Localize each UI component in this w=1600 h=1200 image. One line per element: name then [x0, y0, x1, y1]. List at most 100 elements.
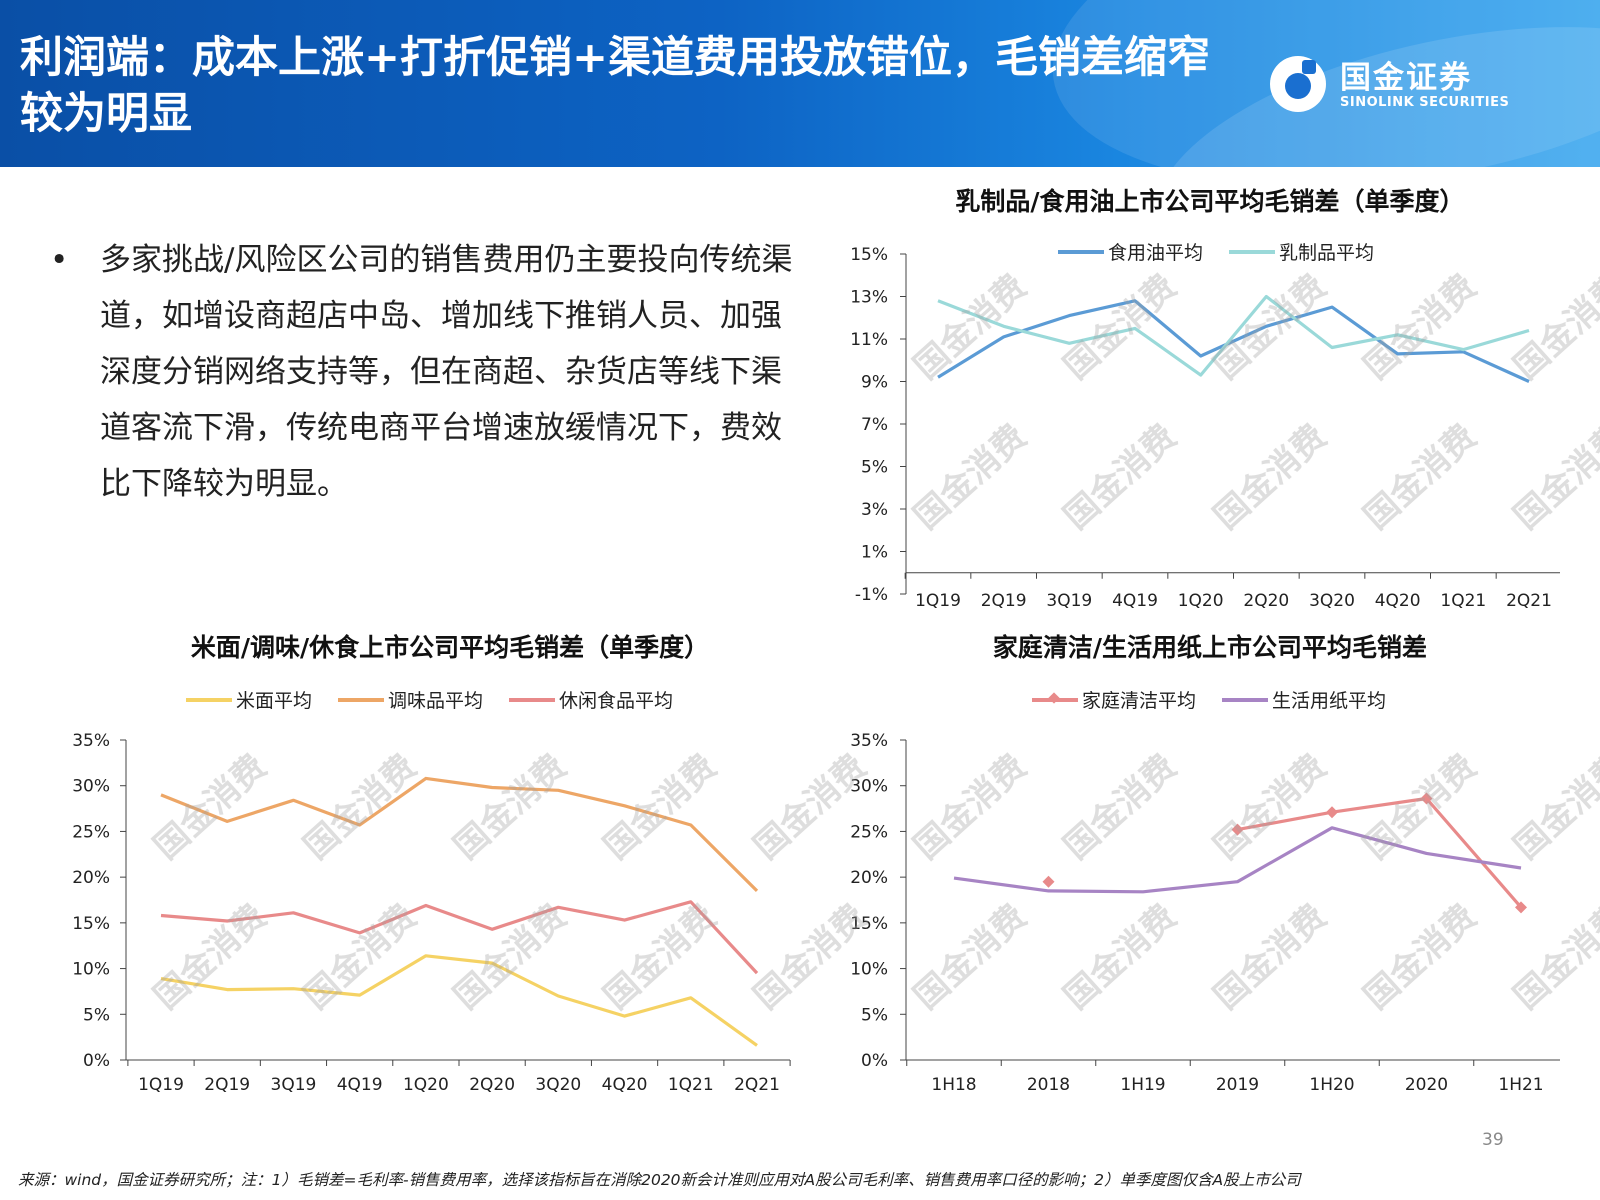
- x-tick-label: 1H20: [1309, 1075, 1354, 1095]
- x-tick-label: 1Q19: [138, 1075, 184, 1095]
- y-tick-label: 25%: [72, 822, 110, 842]
- x-tick-label: 2018: [1027, 1075, 1070, 1095]
- x-tick-label: 4Q19: [1112, 591, 1158, 611]
- legend-swatch: [1222, 697, 1269, 702]
- x-tick-label: 2Q20: [469, 1075, 515, 1095]
- y-tick-label: 7%: [861, 415, 888, 435]
- logo-text-cn: 国金证券: [1340, 60, 1472, 96]
- y-tick-label: 13%: [850, 288, 888, 308]
- y-tick-label: 10%: [850, 960, 888, 980]
- page-title: 利润端：成本上涨+打折促销+渠道费用投放错位，毛销差缩窄较为明显: [20, 33, 1211, 139]
- legend-label: 乳制品平均: [1279, 242, 1375, 264]
- series-line-1: [1237, 796, 1523, 909]
- legend-swatch: [1032, 691, 1078, 704]
- legend-item: 生活用纸平均: [1222, 686, 1386, 713]
- data-point-marker: [1042, 875, 1055, 888]
- x-tick-label: 2Q19: [981, 591, 1027, 611]
- x-tick-label: 3Q20: [1309, 591, 1355, 611]
- legend-item: 休闲食品平均: [509, 686, 673, 713]
- y-tick-label: 30%: [850, 777, 888, 797]
- legend-item: 食用油平均: [1058, 238, 1203, 265]
- series-line-2: [160, 776, 759, 893]
- legend-rice-seasoning-snack: 米面平均 调味品平均 休闲食品平均: [186, 686, 699, 713]
- x-tick-label: 4Q19: [337, 1075, 383, 1095]
- x-tick-label: 2Q21: [734, 1075, 780, 1095]
- y-tick-label: 11%: [850, 330, 888, 350]
- legend-swatch: [186, 697, 232, 702]
- series-line-2: [953, 826, 1522, 894]
- company-logo: 国金证券 SINOLINK SECURITIES: [1268, 52, 1558, 122]
- footnote: 来源：wind，国金证券研究所；注：1）毛销差=毛利率-销售费用率，选择该指标旨…: [18, 1171, 1301, 1189]
- data-point-marker: [1515, 901, 1527, 914]
- logo-mark-icon: [1270, 56, 1326, 112]
- series-line-2: [937, 294, 1530, 377]
- legend-swatch: [1058, 249, 1104, 254]
- chart-title-cleaning-paper: 家庭清洁/生活用纸上市公司平均毛销差: [992, 633, 1428, 662]
- x-tick-label: 1Q20: [403, 1075, 449, 1095]
- y-tick-label: 35%: [72, 731, 110, 751]
- legend-label: 生活用纸平均: [1272, 690, 1387, 712]
- series-line-1: [937, 299, 1530, 383]
- y-tick-label: -1%: [855, 585, 888, 605]
- y-tick-label: 15%: [850, 914, 888, 934]
- legend-item: 调味品平均: [338, 686, 483, 713]
- x-tick-label: 2020: [1405, 1075, 1448, 1095]
- x-tick-label: 1H18: [931, 1075, 976, 1095]
- y-tick-label: 0%: [83, 1051, 110, 1071]
- data-point-marker: [1231, 823, 1244, 836]
- x-tick-label: 2Q20: [1243, 591, 1289, 611]
- legend-label: 休闲食品平均: [559, 690, 674, 712]
- y-tick-label: 3%: [861, 500, 888, 520]
- x-tick-label: 1Q19: [915, 591, 961, 611]
- legend-cleaning-paper: 家庭清洁平均 生活用纸平均: [1032, 686, 1412, 713]
- x-tick-label: 1Q21: [668, 1075, 714, 1095]
- y-tick-label: 9%: [861, 373, 888, 393]
- x-tick-label: 2Q21: [1506, 591, 1552, 611]
- x-tick-label: 4Q20: [602, 1075, 648, 1095]
- y-tick-label: 1%: [861, 543, 888, 563]
- y-tick-label: 15%: [850, 245, 888, 265]
- legend-item: 乳制品平均: [1229, 238, 1374, 265]
- x-tick-label: 2Q19: [204, 1075, 250, 1095]
- legend-swatch: [509, 697, 556, 702]
- legend-swatch: [1229, 249, 1276, 254]
- legend-item: 米面平均: [186, 686, 312, 713]
- y-tick-label: 5%: [861, 1005, 888, 1025]
- legend-item: 家庭清洁平均: [1032, 686, 1196, 713]
- x-tick-label: 3Q19: [271, 1075, 317, 1095]
- legend-label: 调味品平均: [388, 690, 484, 712]
- y-tick-label: 10%: [72, 960, 110, 980]
- logo-text-en: SINOLINK SECURITIES: [1340, 95, 1510, 110]
- y-tick-label: 20%: [850, 868, 888, 888]
- x-tick-label: 3Q19: [1046, 591, 1092, 611]
- series-line-3: [160, 900, 759, 975]
- x-tick-label: 3Q20: [535, 1075, 581, 1095]
- y-tick-label: 25%: [850, 822, 888, 842]
- y-tick-label: 35%: [850, 731, 888, 751]
- legend-label: 米面平均: [236, 690, 313, 712]
- data-point-marker: [1420, 792, 1433, 805]
- y-tick-label: 30%: [72, 777, 110, 797]
- y-tick-label: 20%: [72, 868, 110, 888]
- data-point-marker: [1326, 806, 1338, 819]
- page-number: 39: [1482, 1130, 1504, 1150]
- chart-title-rice-seasoning-snack: 米面/调味/休食上市公司平均毛销差（单季度）: [190, 633, 710, 662]
- x-tick-label: 2019: [1216, 1075, 1259, 1095]
- bullet-marker: •: [50, 242, 69, 278]
- legend-swatch: [338, 697, 385, 702]
- x-tick-label: 4Q20: [1375, 591, 1421, 611]
- x-tick-label: 1H19: [1120, 1075, 1165, 1095]
- x-tick-label: 1Q20: [1178, 591, 1224, 611]
- chart-title-dairy-oil: 乳制品/食用油上市公司平均毛销差（单季度）: [955, 187, 1465, 216]
- y-tick-label: 0%: [861, 1051, 888, 1071]
- legend-label: 食用油平均: [1108, 242, 1204, 264]
- header-banner: 利润端：成本上涨+打折促销+渠道费用投放错位，毛销差缩窄较为明显 国金证券 SI…: [0, 0, 1600, 167]
- y-tick-label: 5%: [861, 458, 888, 478]
- y-tick-label: 15%: [72, 914, 110, 934]
- y-tick-label: 5%: [83, 1005, 110, 1025]
- bullet-text: 多家挑战/风险区公司的销售费用仍主要投向传统渠道，如增设商超店中岛、增加线下推销…: [100, 242, 793, 502]
- legend-dairy-oil: 食用油平均 乳制品平均: [1058, 238, 1400, 265]
- x-tick-label: 1Q21: [1440, 591, 1486, 611]
- series-line-1: [160, 954, 758, 1047]
